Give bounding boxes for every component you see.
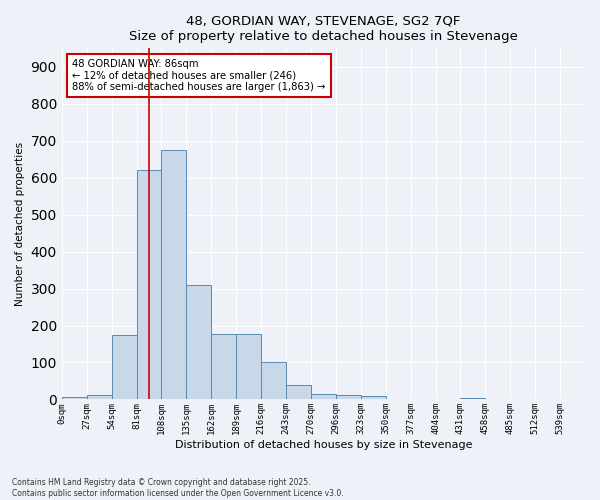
Bar <box>460 398 485 400</box>
Y-axis label: Number of detached properties: Number of detached properties <box>15 142 25 306</box>
Bar <box>137 170 161 400</box>
X-axis label: Distribution of detached houses by size in Stevenage: Distribution of detached houses by size … <box>175 440 472 450</box>
Bar <box>161 150 187 400</box>
Bar <box>187 285 211 400</box>
Bar <box>112 336 137 400</box>
Bar <box>336 396 361 400</box>
Bar <box>62 397 87 400</box>
Bar <box>211 334 236 400</box>
Bar <box>361 396 386 400</box>
Bar <box>87 394 112 400</box>
Text: 48 GORDIAN WAY: 86sqm
← 12% of detached houses are smaller (246)
88% of semi-det: 48 GORDIAN WAY: 86sqm ← 12% of detached … <box>72 59 326 92</box>
Bar <box>286 386 311 400</box>
Title: 48, GORDIAN WAY, STEVENAGE, SG2 7QF
Size of property relative to detached houses: 48, GORDIAN WAY, STEVENAGE, SG2 7QF Size… <box>129 15 518 43</box>
Bar <box>311 394 336 400</box>
Bar <box>236 334 261 400</box>
Bar <box>261 362 286 400</box>
Text: Contains HM Land Registry data © Crown copyright and database right 2025.
Contai: Contains HM Land Registry data © Crown c… <box>12 478 344 498</box>
